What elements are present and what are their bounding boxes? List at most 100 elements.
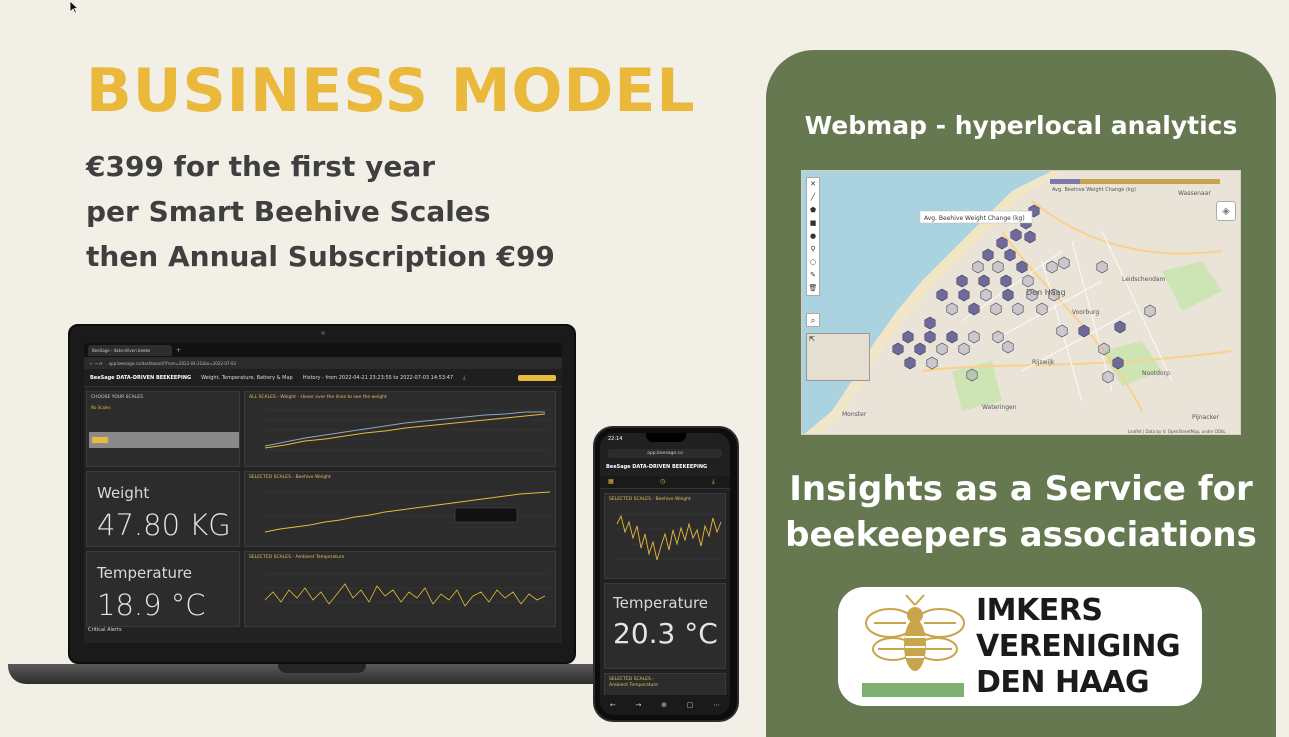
nav-arrows-icon[interactable]: ← → ⟳ (90, 360, 103, 366)
weight-metric-card: Weight 47.80 KG (86, 471, 240, 547)
phone-ambient-title: SELECTED SCALES - Ambient Temperature (609, 677, 658, 688)
beehive-weight-chart-card: SELECTED SCALES - Beehive Weight (244, 471, 556, 547)
laptop-camera (321, 331, 325, 335)
phone-grid-icon[interactable]: ▦ (608, 478, 614, 485)
hexbin-cell[interactable] (924, 330, 936, 344)
hexbin-cell[interactable] (1112, 356, 1124, 370)
hexbin-cell[interactable] (966, 368, 978, 382)
hexbin-cell[interactable] (1026, 288, 1038, 302)
all-scales-chart-card: ALL SCALES - Weight - Hover over the lin… (244, 391, 556, 467)
address-bar-url: app.beesage.co/dashboard/?from=2022-04-2… (108, 360, 236, 366)
hexbin-cell[interactable] (996, 236, 1008, 250)
hexbin-cell[interactable] (1096, 260, 1108, 274)
pricing-line-2: per Smart Beehive Scales (86, 195, 491, 228)
hexbin-cell[interactable] (968, 330, 980, 344)
hexbin-cell[interactable] (958, 342, 970, 356)
back-icon[interactable]: ← (609, 701, 616, 709)
critical-alerts-label[interactable]: Critical Alerts (88, 627, 122, 633)
hexbin-cell[interactable] (1144, 304, 1156, 318)
webmap[interactable]: Avg. Beehive Weight Change (kg) Avg. Bee… (801, 170, 1241, 435)
draw-marker-icon[interactable]: ⚲ (810, 245, 816, 253)
hexbin-cell[interactable] (1002, 340, 1014, 354)
history-range[interactable]: History - from 2022-04-21 23:23:55 to 20… (302, 374, 454, 381)
browser-tab[interactable]: BeeSage - data-driven beeke (88, 344, 172, 356)
download-icon[interactable]: ⤓ (463, 374, 466, 381)
hexbin-cell[interactable] (902, 330, 914, 344)
series-line-yellow (264, 413, 546, 449)
laptop-notch (278, 664, 366, 673)
hexbin-cell[interactable] (1024, 230, 1036, 244)
more-icon[interactable]: ⋯ (713, 701, 721, 709)
hexbin-cell[interactable] (936, 288, 948, 302)
hexbin-cell[interactable] (992, 260, 1004, 274)
weight-value: 47.80 KG (97, 508, 231, 542)
chart-gridlines (615, 513, 723, 560)
draw-circle-icon[interactable]: ● (809, 232, 817, 240)
new-tab-icon[interactable]: + (176, 346, 182, 354)
hexbin-cell[interactable] (1102, 370, 1114, 384)
hexbin-cell[interactable] (914, 342, 926, 356)
hexbin-cell[interactable] (1000, 274, 1012, 288)
hexbin-cell[interactable] (924, 316, 936, 330)
hexbin-cell[interactable] (1002, 288, 1014, 302)
hexbin-cell[interactable] (1048, 288, 1060, 302)
hexbin-cell[interactable] (1056, 324, 1068, 338)
hexbin-cell[interactable] (936, 342, 948, 356)
user-badge[interactable] (518, 374, 556, 381)
hexbin-cell[interactable] (1114, 320, 1126, 334)
hexbin-cell[interactable] (980, 288, 992, 302)
search-icon[interactable]: ⌕ (806, 313, 820, 327)
draw-polygon-icon[interactable]: ⬟ (809, 206, 817, 214)
new-tab-icon[interactable]: ⊕ (661, 701, 667, 709)
draw-line-icon[interactable]: ╱ (810, 193, 816, 201)
phone-temperature-value: 20.3 °C (613, 617, 718, 650)
app-menu[interactable]: Weight, Temperature, Battery & Map (201, 374, 293, 381)
hexbin-cell[interactable] (992, 330, 1004, 344)
scale-selector[interactable] (89, 432, 239, 448)
hexbin-cell[interactable] (982, 248, 994, 262)
close-icon[interactable]: ✕ (810, 180, 816, 188)
layers-icon[interactable]: ◈ (1216, 201, 1236, 221)
edit-icon[interactable]: ✎ (810, 271, 816, 279)
hexbin-cell[interactable] (1016, 260, 1028, 274)
phone-history-icon[interactable]: ◷ (660, 478, 666, 485)
hexbin-cell[interactable] (1098, 342, 1110, 356)
legend-ramp (1050, 179, 1220, 184)
tabs-icon[interactable]: ▢ (686, 701, 694, 709)
minimap[interactable]: ⇱ (806, 333, 870, 381)
place-leidschendam: Leidschendam (1122, 276, 1166, 283)
hexbin-cell[interactable] (968, 302, 980, 316)
hexbin-cell[interactable] (956, 274, 968, 288)
hexbin-cell[interactable] (978, 274, 990, 288)
forward-icon[interactable]: → (635, 701, 642, 709)
address-bar[interactable]: ← → ⟳ app.beesage.co/dashboard/?from=202… (84, 357, 562, 369)
hexbin-cell[interactable] (958, 288, 970, 302)
phone-nav-bar: ← → ⊕ ▢ ⋯ (600, 695, 730, 715)
draw-rectangle-icon[interactable]: ■ (809, 219, 817, 227)
hexbin-cell[interactable] (904, 356, 916, 370)
webmap-heading: Webmap - hyperlocal analytics (804, 111, 1238, 140)
pricing-text: €399 for the first year per Smart Beehiv… (86, 144, 555, 279)
hexbin-cell[interactable] (1036, 302, 1048, 316)
chart-tooltip (454, 507, 518, 523)
collapse-minimap-icon[interactable]: ⇱ (809, 335, 815, 343)
phone-address-bar[interactable]: app.beesage.co (608, 449, 722, 458)
ambient-temp-chart (264, 573, 550, 607)
hexbin-cell[interactable] (892, 342, 904, 356)
hexbin-cell[interactable] (1022, 274, 1034, 288)
hexbin-cell[interactable] (972, 260, 984, 274)
hexbin-cell[interactable] (1058, 256, 1070, 270)
draw-circlemarker-icon[interactable]: ○ (809, 258, 817, 266)
hexbin-cell[interactable] (1012, 302, 1024, 316)
hexbin-cell[interactable] (1010, 228, 1022, 242)
hexbin-cell[interactable] (946, 330, 958, 344)
hexbin-cell[interactable] (1078, 324, 1090, 338)
hexbin-cell[interactable] (990, 302, 1002, 316)
delete-icon[interactable]: 🗑 (808, 284, 818, 292)
phone-download-icon[interactable]: ⤓ (712, 478, 715, 485)
hexbin-cell[interactable] (1004, 248, 1016, 262)
hexbin-cell[interactable] (946, 302, 958, 316)
hexbin-cell[interactable] (926, 356, 938, 370)
hexbin-cell[interactable] (1046, 260, 1058, 274)
insight-text: Insights as a Service for beekeepers ass… (766, 466, 1276, 558)
